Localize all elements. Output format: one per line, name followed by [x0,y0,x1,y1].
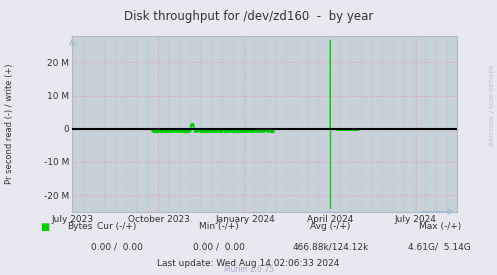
Text: Disk throughput for /dev/zd160  -  by year: Disk throughput for /dev/zd160 - by year [124,10,373,23]
Text: RRDTOOL / TOBI OETIKER: RRDTOOL / TOBI OETIKER [490,64,495,145]
Text: 0.00 /  0.00: 0.00 / 0.00 [193,243,245,252]
Text: Max (-/+): Max (-/+) [418,222,461,231]
Text: Last update: Wed Aug 14 02:06:33 2024: Last update: Wed Aug 14 02:06:33 2024 [158,260,339,268]
Text: 4.61G/  5.14G: 4.61G/ 5.14G [409,243,471,252]
Text: Cur (-/+): Cur (-/+) [97,222,137,231]
Text: Min (-/+): Min (-/+) [199,222,239,231]
Text: 0.00 /  0.00: 0.00 / 0.00 [91,243,143,252]
Text: Munin 2.0.75: Munin 2.0.75 [224,265,273,274]
Text: 466.88k/124.12k: 466.88k/124.12k [292,243,369,252]
Text: Pr second read (-) / write (+): Pr second read (-) / write (+) [5,64,14,184]
Text: Avg (-/+): Avg (-/+) [310,222,351,231]
Text: ■: ■ [40,222,49,232]
Text: Bytes: Bytes [67,222,92,231]
